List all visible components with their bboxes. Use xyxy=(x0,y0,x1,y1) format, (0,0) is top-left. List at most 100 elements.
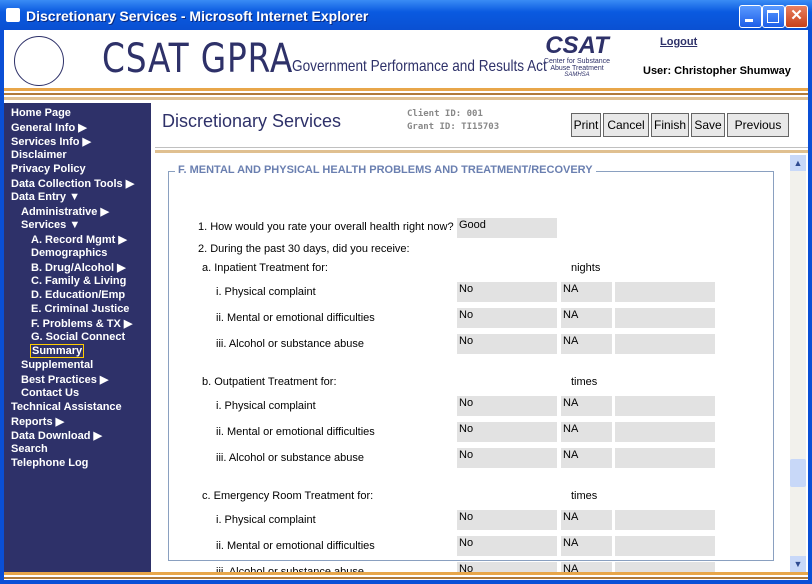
nav-item[interactable]: Demographics xyxy=(31,247,108,259)
nav-item[interactable]: Administrative ▶ xyxy=(21,206,109,218)
count-field[interactable]: NA xyxy=(561,334,612,354)
client-id: Client ID: 001 xyxy=(407,109,483,119)
question-label: 1. How would you rate your overall healt… xyxy=(198,221,454,233)
page-title: Discretionary Services xyxy=(162,111,342,131)
nav-item[interactable]: F. Problems & TX ▶ xyxy=(31,318,133,330)
header: CSAT GPRA Government Performance and Res… xyxy=(4,30,808,88)
answer-field[interactable]: No xyxy=(457,510,557,530)
unit-label: times xyxy=(571,376,598,388)
logo: CSAT GPRA xyxy=(102,36,294,82)
window-title: Discretionary Services - Microsoft Inter… xyxy=(26,8,369,24)
row-label: ii. Mental or emotional difficulties xyxy=(216,312,375,324)
csat-logo-line: Abuse Treatment xyxy=(550,65,604,72)
nav-item[interactable]: Search xyxy=(11,443,48,455)
main-panel: Discretionary Services Client ID: 001 Gr… xyxy=(151,103,808,580)
nav-item[interactable]: Services ▼ xyxy=(21,219,81,231)
action-button[interactable]: Cancel xyxy=(603,113,649,137)
csat-logo-line: Center for Substance xyxy=(543,58,611,65)
user-name: User: Christopher Shumway xyxy=(643,65,791,77)
nav-item[interactable]: Home Page xyxy=(11,107,71,119)
answer-field[interactable]: No xyxy=(457,448,557,468)
answer-field[interactable]: No xyxy=(457,334,557,354)
row-label: i. Physical complaint xyxy=(216,514,316,526)
nav-item[interactable]: Data Download ▶ xyxy=(11,430,102,442)
title-bar: Discretionary Services - Microsoft Inter… xyxy=(0,0,812,30)
minimize-button[interactable] xyxy=(739,5,762,28)
answer-field[interactable]: No xyxy=(457,422,557,442)
count-field[interactable]: NA xyxy=(561,308,612,328)
row-label: iii. Alcohol or substance abuse xyxy=(216,338,364,350)
nav-item[interactable]: A. Record Mgmt ▶ xyxy=(31,234,127,246)
detail-field[interactable] xyxy=(615,510,715,530)
nav-item[interactable]: Privacy Policy xyxy=(11,163,86,175)
group-label: a. Inpatient Treatment for: xyxy=(202,262,328,274)
csat-logo: CSAT Center for Substance Abuse Treatmen… xyxy=(534,32,620,79)
ie-icon xyxy=(6,8,20,22)
detail-field[interactable] xyxy=(615,536,715,556)
hhs-seal xyxy=(14,36,64,86)
group-label: c. Emergency Room Treatment for: xyxy=(202,490,374,502)
answer-field[interactable]: No xyxy=(457,536,557,556)
row-label: ii. Mental or emotional difficulties xyxy=(216,540,375,552)
nav-item-selected[interactable]: Summary xyxy=(30,344,85,358)
action-button[interactable]: Finish xyxy=(651,113,689,137)
grant-id: Grant ID: TI15703 xyxy=(407,122,500,132)
action-button[interactable]: Print xyxy=(571,113,601,137)
scroll-down[interactable]: ▼ xyxy=(790,556,806,572)
logo-subtitle: Government Performance and Results Act xyxy=(292,58,547,75)
nav-item[interactable]: Best Practices ▶ xyxy=(21,374,109,386)
header-stripe xyxy=(4,88,808,100)
count-field[interactable]: NA xyxy=(561,536,612,556)
csat-logo-name: CSAT xyxy=(545,32,609,59)
nav-item[interactable]: Contact Us xyxy=(21,387,80,399)
answer-field[interactable]: Good xyxy=(457,218,557,238)
nav-item[interactable]: Data Collection Tools ▶ xyxy=(11,178,135,190)
detail-field[interactable] xyxy=(615,282,715,302)
answer-field[interactable]: No xyxy=(457,282,557,302)
answer-field[interactable]: No xyxy=(457,308,557,328)
nav-item[interactable]: Supplemental xyxy=(21,359,94,371)
unit-label: nights xyxy=(571,262,601,274)
side-nav: Home Page General Info ▶ Services Info ▶ Di… xyxy=(4,103,151,572)
nav-item[interactable]: B. Drug/Alcohol ▶ xyxy=(31,262,126,274)
count-field[interactable]: NA xyxy=(561,422,612,442)
count-field[interactable]: NA xyxy=(561,282,612,302)
nav-item[interactable]: G. Social Connect xyxy=(31,331,126,343)
detail-field[interactable] xyxy=(615,448,715,468)
csat-logo-line: SAMHSA xyxy=(564,72,590,78)
detail-field[interactable] xyxy=(615,422,715,442)
nav-item[interactable]: Services Info ▶ xyxy=(11,136,91,148)
logout-link[interactable]: Logout xyxy=(660,36,698,48)
nav-item[interactable]: Disclaimer xyxy=(11,149,67,161)
row-label: i. Physical complaint xyxy=(216,286,316,298)
nav-item[interactable]: E. Criminal Justice xyxy=(31,303,130,315)
row-label: i. Physical complaint xyxy=(216,400,316,412)
scroll-up[interactable]: ▲ xyxy=(790,155,806,171)
nav-item[interactable]: Data Entry ▼ xyxy=(11,191,80,203)
nav-item[interactable]: Technical Assistance xyxy=(11,401,122,413)
scroll-thumb[interactable] xyxy=(790,459,806,487)
detail-field[interactable] xyxy=(615,308,715,328)
question-label: 2. During the past 30 days, did you rece… xyxy=(198,243,410,255)
detail-field[interactable] xyxy=(615,334,715,354)
count-field[interactable]: NA xyxy=(561,448,612,468)
close-button[interactable]: ✕ xyxy=(785,5,808,28)
count-field[interactable]: NA xyxy=(561,510,612,530)
scrollbar[interactable]: ▲ ▼ xyxy=(790,155,806,572)
nav-item[interactable]: Telephone Log xyxy=(11,457,89,469)
browser-content: CSAT GPRA Government Performance and Res… xyxy=(4,30,808,580)
count-field[interactable]: NA xyxy=(561,396,612,416)
maximize-button[interactable] xyxy=(762,5,785,28)
answer-field[interactable]: No xyxy=(457,396,557,416)
action-button[interactable]: Previous xyxy=(727,113,789,137)
nav-item[interactable]: General Info ▶ xyxy=(11,122,87,134)
footer-stripe xyxy=(4,572,808,580)
nav-item[interactable]: Reports ▶ xyxy=(11,416,65,428)
row-label: ii. Mental or emotional difficulties xyxy=(216,426,375,438)
detail-field[interactable] xyxy=(615,396,715,416)
nav-item[interactable]: C. Family & Living xyxy=(31,275,127,287)
action-button[interactable]: Save xyxy=(691,113,725,137)
nav-item[interactable]: D. Education/Emp xyxy=(31,289,126,301)
